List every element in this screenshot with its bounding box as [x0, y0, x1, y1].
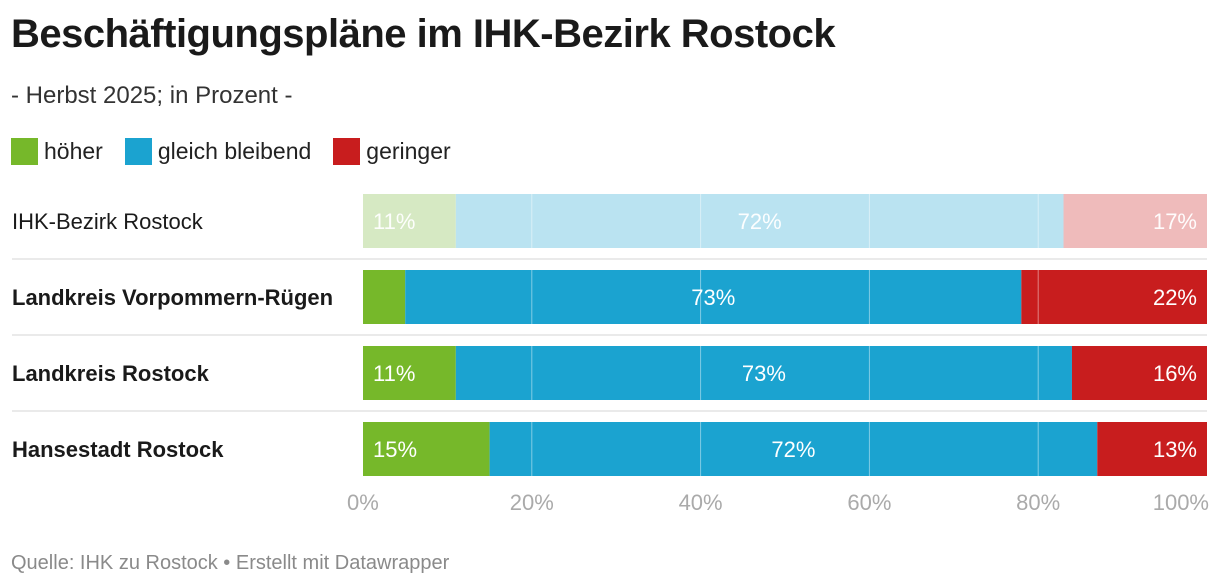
chart-subtitle: - Herbst 2025; in Prozent -	[11, 82, 293, 109]
legend-label-gleich: gleich bleibend	[157, 138, 312, 164]
x-tick-label: 100%	[1153, 490, 1209, 515]
data-label: 22%	[1153, 285, 1197, 310]
data-label: 13%	[1153, 437, 1197, 462]
source-footer: Quelle: IHK zu Rostock • Erstellt mit Da…	[11, 552, 450, 574]
bar-segment-gleich	[489, 422, 1098, 476]
x-tick-label: 80%	[1016, 490, 1060, 515]
bar-segment-geringer	[1097, 422, 1207, 476]
chart-title: Beschäftigungspläne im IHK-Bezirk Rostoc…	[11, 12, 836, 56]
x-tick-label: 40%	[679, 490, 723, 515]
bar-segment-gleich	[455, 346, 1072, 400]
bar-segment-hoeher	[363, 346, 456, 400]
data-label: 72%	[738, 209, 782, 234]
bar-segment-gleich	[455, 194, 1064, 248]
legend-swatch-gleich	[124, 138, 152, 165]
legend-item-hoeher: höher	[11, 138, 103, 165]
bar-segment-hoeher	[363, 194, 456, 248]
bar-segment-geringer	[1021, 270, 1207, 324]
legend-swatch-hoeher	[11, 138, 38, 165]
row-label: Landkreis Vorpommern-Rügen	[12, 285, 333, 310]
bar-segment-geringer	[1063, 194, 1207, 248]
data-label: 73%	[742, 361, 786, 386]
row-label: IHK-Bezirk Rostock	[12, 209, 204, 234]
data-label: 15%	[373, 437, 417, 462]
bar-segment-geringer	[1071, 346, 1207, 400]
data-label: 73%	[691, 285, 735, 310]
x-tick-label: 60%	[847, 490, 891, 515]
data-label: 16%	[1153, 361, 1197, 386]
data-label: 17%	[1153, 209, 1197, 234]
legend-swatch-geringer	[333, 138, 361, 165]
x-tick-label: 0%	[347, 490, 379, 515]
bar-segment-hoeher	[363, 270, 406, 324]
data-label: 72%	[771, 437, 815, 462]
legend-label-geringer: geringer	[366, 138, 451, 164]
legend-label-hoeher: höher	[44, 138, 103, 164]
legend: höher gleich bleibend geringer	[11, 138, 473, 165]
data-label: 11%	[373, 361, 415, 386]
bar-segment-gleich	[405, 270, 1022, 324]
row-label: Landkreis Rostock	[12, 361, 210, 386]
data-label: 11%	[373, 209, 415, 234]
legend-item-gleich: gleich bleibend	[124, 138, 312, 165]
x-tick-label: 20%	[510, 490, 554, 515]
legend-item-geringer: geringer	[333, 138, 451, 165]
bar-segment-hoeher	[363, 422, 490, 476]
row-label: Hansestadt Rostock	[12, 437, 224, 462]
